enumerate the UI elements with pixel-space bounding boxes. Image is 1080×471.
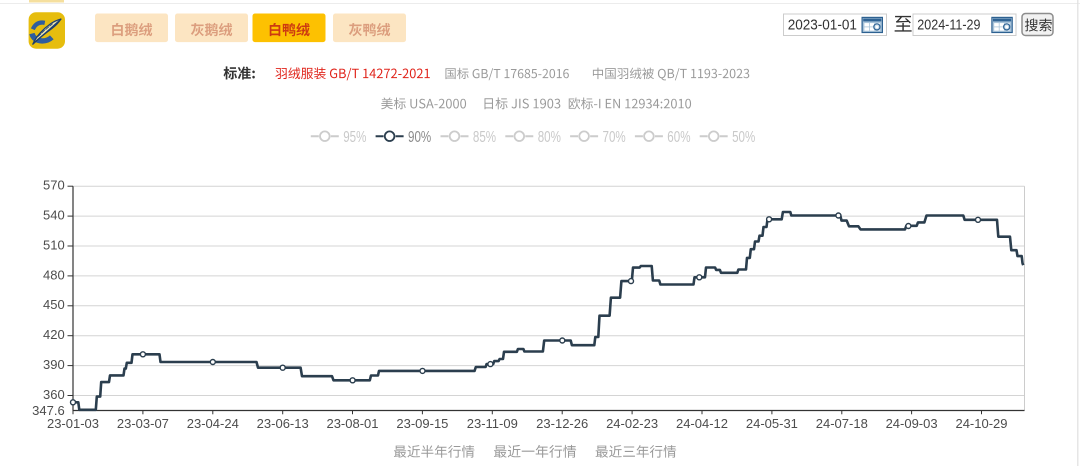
svg-text:23-09-15: 23-09-15 <box>396 416 448 431</box>
svg-text:24-02-23: 24-02-23 <box>606 416 658 431</box>
svg-text:60%: 60% <box>667 129 690 146</box>
svg-text:23-12-26: 23-12-26 <box>536 416 588 431</box>
svg-text:347.6: 347.6 <box>32 403 65 418</box>
svg-text:24-04-12: 24-04-12 <box>676 416 728 431</box>
svg-text:23-01-03: 23-01-03 <box>47 416 99 431</box>
svg-text:570: 570 <box>43 178 65 193</box>
svg-text:390: 390 <box>43 357 65 372</box>
svg-text:24-10-29: 24-10-29 <box>955 416 1007 431</box>
svg-text:23-06-13: 23-06-13 <box>257 416 309 431</box>
svg-text:450: 450 <box>43 297 65 312</box>
svg-text:70%: 70% <box>603 129 626 146</box>
svg-text:90%: 90% <box>408 129 431 146</box>
svg-text:360: 360 <box>43 387 65 402</box>
svg-text:480: 480 <box>43 267 65 282</box>
svg-text:80%: 80% <box>538 129 561 146</box>
svg-text:510: 510 <box>43 237 65 252</box>
svg-text:420: 420 <box>43 327 65 342</box>
svg-text:23-04-24: 23-04-24 <box>187 416 239 431</box>
svg-text:24-05-31: 24-05-31 <box>746 416 798 431</box>
svg-text:50%: 50% <box>732 129 755 146</box>
svg-text:24-09-03: 24-09-03 <box>886 416 938 431</box>
svg-text:540: 540 <box>43 208 65 223</box>
svg-text:85%: 85% <box>473 129 496 146</box>
svg-text:23-03-07: 23-03-07 <box>117 416 169 431</box>
svg-text:23-08-01: 23-08-01 <box>326 416 378 431</box>
svg-text:2023-01-01: 2023-01-01 <box>788 18 857 34</box>
svg-text:24-07-18: 24-07-18 <box>816 416 868 431</box>
svg-text:2024-11-29: 2024-11-29 <box>917 18 980 34</box>
svg-text:23-11-09: 23-11-09 <box>467 416 518 431</box>
svg-text:95%: 95% <box>343 129 366 146</box>
